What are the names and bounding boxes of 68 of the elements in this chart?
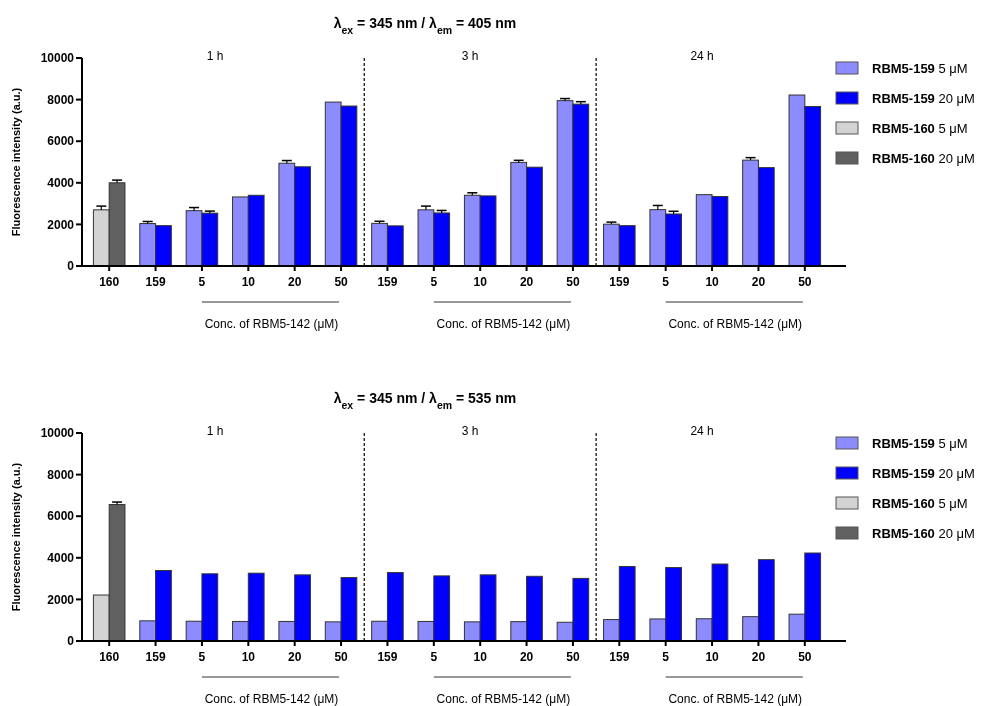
text: Conc. of RBM5-142 (μM) (204, 317, 339, 331)
x-tick-label: 50 (334, 275, 349, 289)
y-tick-label: 0 (67, 259, 75, 274)
x-tick-label: 10 (473, 275, 488, 289)
x-tick-label: 20 (519, 650, 534, 664)
x-tick-label: 5 (198, 650, 206, 664)
x-tick-label: 50 (334, 650, 349, 664)
x-tick-label: 20 (751, 650, 766, 664)
annotation: 24 h (690, 424, 714, 438)
y-tick-label: 10000 (40, 426, 75, 441)
x-tick-label: 50 (566, 650, 580, 664)
y-tick-label: 6000 (47, 509, 75, 524)
y-tick-label: 6000 (47, 134, 75, 149)
chart-title: λ$_{ex}$ = 345 nm / λ$_{em}$ = 405 nm (333, 15, 517, 36)
legend-label: RBM5-160 20 μM (872, 150, 975, 166)
x-tick-label: 159 (609, 275, 630, 289)
y-tick-label: 2000 (47, 592, 75, 607)
y-axis-title: Fluorescence intensity (a.u.) (10, 87, 22, 237)
chart-title: λ$_{ex}$ = 345 nm / λ$_{em}$ = 535 nm (333, 390, 517, 411)
annotation: 24 h (690, 49, 714, 63)
legend-label: RBM5-159 5 μM (872, 435, 968, 451)
x-tick-label: 159 (145, 275, 166, 289)
text: Conc. of RBM5-142 (μM) (436, 692, 571, 706)
x-tick-label: 160 (99, 275, 120, 289)
x-tick-label: 50 (798, 650, 812, 664)
y-tick-label: 8000 (47, 467, 75, 482)
text: Conc. of RBM5-142 (μM) (668, 692, 803, 706)
y-tick-label: 0 (67, 634, 75, 649)
text: Conc. of RBM5-142 (μM) (668, 317, 803, 331)
x-tick-label: 159 (377, 650, 398, 664)
y-tick-label: 4000 (47, 176, 75, 190)
x-tick-label: 159 (145, 650, 166, 664)
x-tick-label: 5 (430, 650, 438, 664)
annotation: 1 h (206, 49, 224, 63)
x-tick-label: 50 (798, 275, 812, 289)
text: Conc. of RBM5-142 (μM) (204, 692, 339, 706)
text: Conc. of RBM5-142 (μM) (436, 317, 571, 331)
x-tick-label: 159 (609, 650, 630, 664)
y-tick-label: 2000 (47, 217, 75, 232)
x-tick-label: 50 (566, 275, 580, 289)
legend-label: RBM5-159 5 μM (872, 60, 968, 76)
annotation: 1 h (206, 424, 224, 438)
x-tick-label: 5 (430, 275, 438, 289)
legend-label: RBM5-160 5 μM (872, 120, 968, 136)
x-tick-label: 20 (288, 275, 302, 289)
x-tick-label: 10 (473, 650, 488, 664)
legend-label: RBM5-159 20 μM (872, 465, 975, 481)
y-axis-title: Fluorescence intensity (a.u.) (10, 462, 22, 612)
legend-label: RBM5-160 5 μM (872, 495, 968, 511)
x-tick-label: 10 (705, 650, 720, 664)
x-tick-label: 5 (662, 275, 670, 289)
y-tick-label: 8000 (47, 92, 75, 107)
y-tick-label: 4000 (47, 551, 75, 565)
x-tick-label: 5 (662, 650, 670, 664)
x-tick-label: 5 (198, 275, 206, 289)
x-tick-label: 10 (241, 650, 256, 664)
x-tick-label: 20 (751, 275, 766, 289)
y-tick-label: 10000 (40, 51, 75, 66)
annotation: 3 h (461, 424, 479, 438)
legend-label: RBM5-160 20 μM (872, 525, 975, 541)
legend-label: RBM5-159 20 μM (872, 90, 975, 106)
x-tick-label: 10 (705, 275, 720, 289)
annotation: 3 h (461, 49, 479, 63)
x-tick-label: 10 (241, 275, 256, 289)
x-tick-label: 160 (99, 650, 120, 664)
x-tick-label: 20 (288, 650, 302, 664)
x-tick-label: 159 (377, 275, 398, 289)
x-tick-label: 20 (519, 275, 534, 289)
